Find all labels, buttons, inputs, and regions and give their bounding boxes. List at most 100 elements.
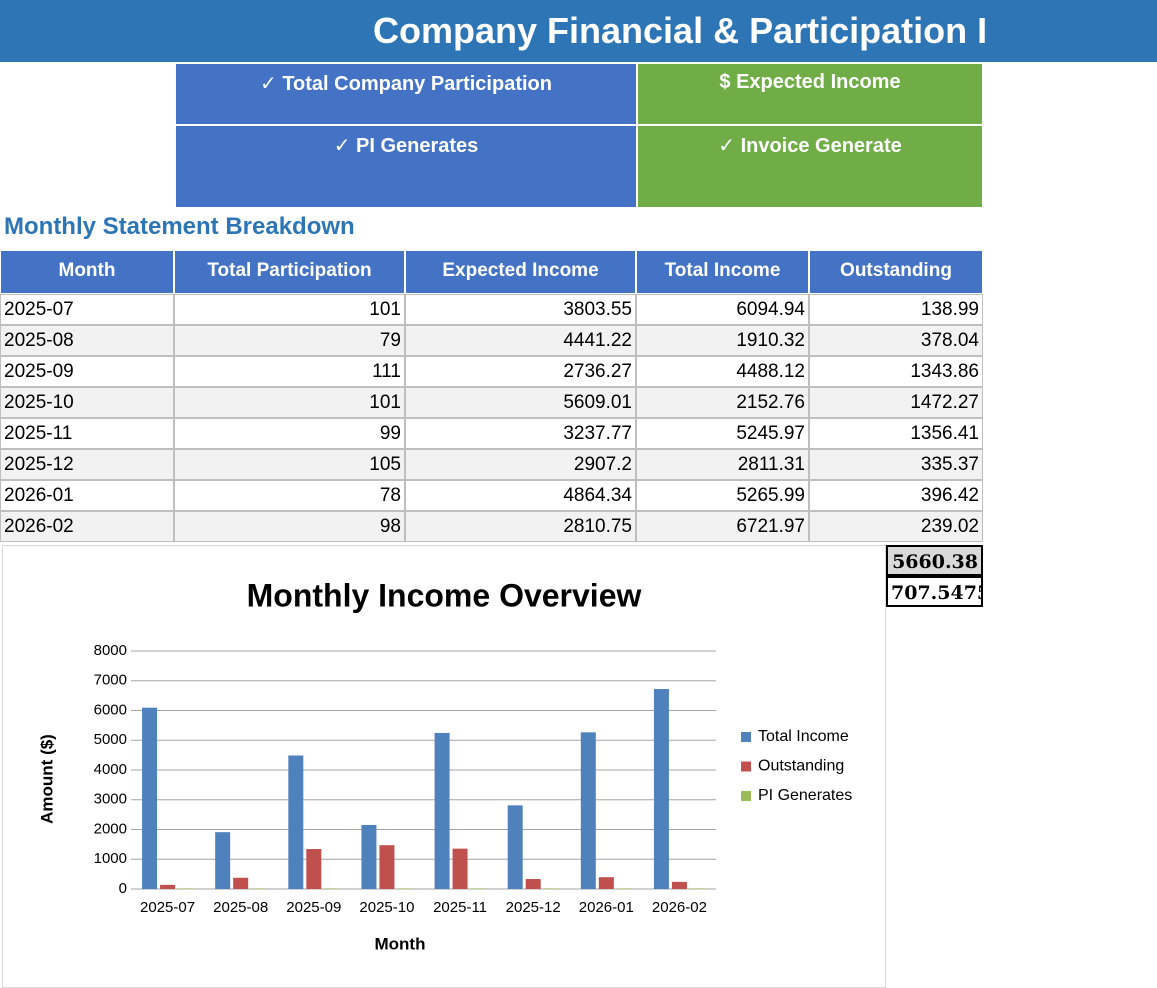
y-tick-label: 8000 xyxy=(94,642,127,659)
bar xyxy=(671,881,687,889)
table-cell: 5265.99 xyxy=(636,480,809,511)
table-cell: 335.37 xyxy=(809,449,983,480)
section-title: Monthly Statement Breakdown xyxy=(4,213,355,240)
table-cell: 105 xyxy=(174,449,405,480)
table-cell: 101 xyxy=(174,387,405,418)
y-tick-label: 5000 xyxy=(94,731,127,748)
column-header: Month xyxy=(0,250,174,294)
bar xyxy=(142,707,158,889)
table-cell: 1910.32 xyxy=(636,325,809,356)
table-cell: 1472.27 xyxy=(809,387,983,418)
bar xyxy=(306,849,322,889)
bar xyxy=(160,884,176,889)
table-cell: 2736.27 xyxy=(405,356,636,387)
bar xyxy=(616,888,632,889)
kpi-card: $ Expected Income xyxy=(637,63,983,125)
y-tick-label: 6000 xyxy=(94,701,127,718)
total-cell: 707.5475 xyxy=(886,576,983,607)
column-header: Total Income xyxy=(636,250,809,294)
column-header: Expected Income xyxy=(405,250,636,294)
kpi-card: ✓ PI Generates xyxy=(175,125,637,208)
chart: Monthly Income Overview Month Amount ($)… xyxy=(2,545,886,988)
legend-swatch xyxy=(741,791,751,801)
bar xyxy=(324,888,340,889)
bar xyxy=(288,755,304,889)
legend-label: PI Generates xyxy=(758,787,852,804)
bar xyxy=(452,848,468,889)
y-tick-label: 7000 xyxy=(94,672,127,689)
table-cell: 378.04 xyxy=(809,325,983,356)
bar xyxy=(233,877,249,889)
bar xyxy=(543,888,559,889)
bar xyxy=(470,888,486,889)
table-cell: 239.02 xyxy=(809,511,983,542)
column-header: Outstanding xyxy=(809,250,983,294)
kpi-card: ✓ Invoice Generate xyxy=(637,125,983,208)
kpi-card: ✓ Total Company Participation xyxy=(175,63,637,125)
table-cell: 2025-09 xyxy=(0,356,174,387)
legend-swatch xyxy=(741,732,751,742)
column-header: Total Participation xyxy=(174,250,405,294)
table-cell: 4864.34 xyxy=(405,480,636,511)
table-cell: 2025-10 xyxy=(0,387,174,418)
table-cell: 2025-12 xyxy=(0,449,174,480)
table-cell: 2026-02 xyxy=(0,511,174,542)
x-tick-label: 2026-02 xyxy=(652,899,707,916)
bar xyxy=(580,732,596,889)
table-cell: 1356.41 xyxy=(809,418,983,449)
table-cell: 6094.94 xyxy=(636,294,809,325)
table-cell: 5609.01 xyxy=(405,387,636,418)
table-cell: 111 xyxy=(174,356,405,387)
bar xyxy=(507,805,523,889)
bar xyxy=(379,845,395,889)
table-cell: 6721.97 xyxy=(636,511,809,542)
x-tick-label: 2026-01 xyxy=(579,899,634,916)
x-tick-label: 2025-08 xyxy=(213,899,268,916)
x-tick-label: 2025-12 xyxy=(506,899,561,916)
y-tick-label: 4000 xyxy=(94,761,127,778)
table-cell: 138.99 xyxy=(809,294,983,325)
bar xyxy=(178,888,194,889)
table-cell: 396.42 xyxy=(809,480,983,511)
table-cell: 4488.12 xyxy=(636,356,809,387)
legend-label: Total Income xyxy=(758,728,849,745)
table-cell: 101 xyxy=(174,294,405,325)
y-tick-label: 2000 xyxy=(94,820,127,837)
table-cell: 2811.31 xyxy=(636,449,809,480)
table-cell: 5245.97 xyxy=(636,418,809,449)
bar xyxy=(598,877,614,889)
bar xyxy=(251,888,267,889)
table-cell: 2025-11 xyxy=(0,418,174,449)
table-cell: 2907.2 xyxy=(405,449,636,480)
bar xyxy=(397,888,413,889)
table-cell: 3237.77 xyxy=(405,418,636,449)
y-tick-label: 3000 xyxy=(94,791,127,808)
x-tick-label: 2025-11 xyxy=(433,899,487,916)
total-cell: 5660.38 xyxy=(886,545,983,576)
legend-swatch xyxy=(741,761,751,772)
y-axis-title: Amount ($) xyxy=(37,734,56,824)
table-cell: 1343.86 xyxy=(809,356,983,387)
y-tick-label: 1000 xyxy=(94,850,127,867)
table-cell: 99 xyxy=(174,418,405,449)
table-cell: 2026-01 xyxy=(0,480,174,511)
y-tick-label: 0 xyxy=(119,880,127,897)
bar xyxy=(215,832,231,889)
table-cell: 2152.76 xyxy=(636,387,809,418)
table-cell: 79 xyxy=(174,325,405,356)
page-title: Company Financial & Participation I xyxy=(0,0,1157,62)
x-axis-title: Month xyxy=(375,934,426,953)
table-cell: 2810.75 xyxy=(405,511,636,542)
legend-label: Outstanding xyxy=(758,758,844,775)
table-cell: 78 xyxy=(174,480,405,511)
bar xyxy=(434,732,450,889)
bar xyxy=(689,888,705,889)
bar xyxy=(525,879,541,889)
table-cell: 4441.22 xyxy=(405,325,636,356)
x-tick-label: 2025-10 xyxy=(359,899,414,916)
bar xyxy=(361,824,377,889)
table-cell: 98 xyxy=(174,511,405,542)
x-tick-label: 2025-09 xyxy=(286,899,341,916)
table-cell: 2025-08 xyxy=(0,325,174,356)
